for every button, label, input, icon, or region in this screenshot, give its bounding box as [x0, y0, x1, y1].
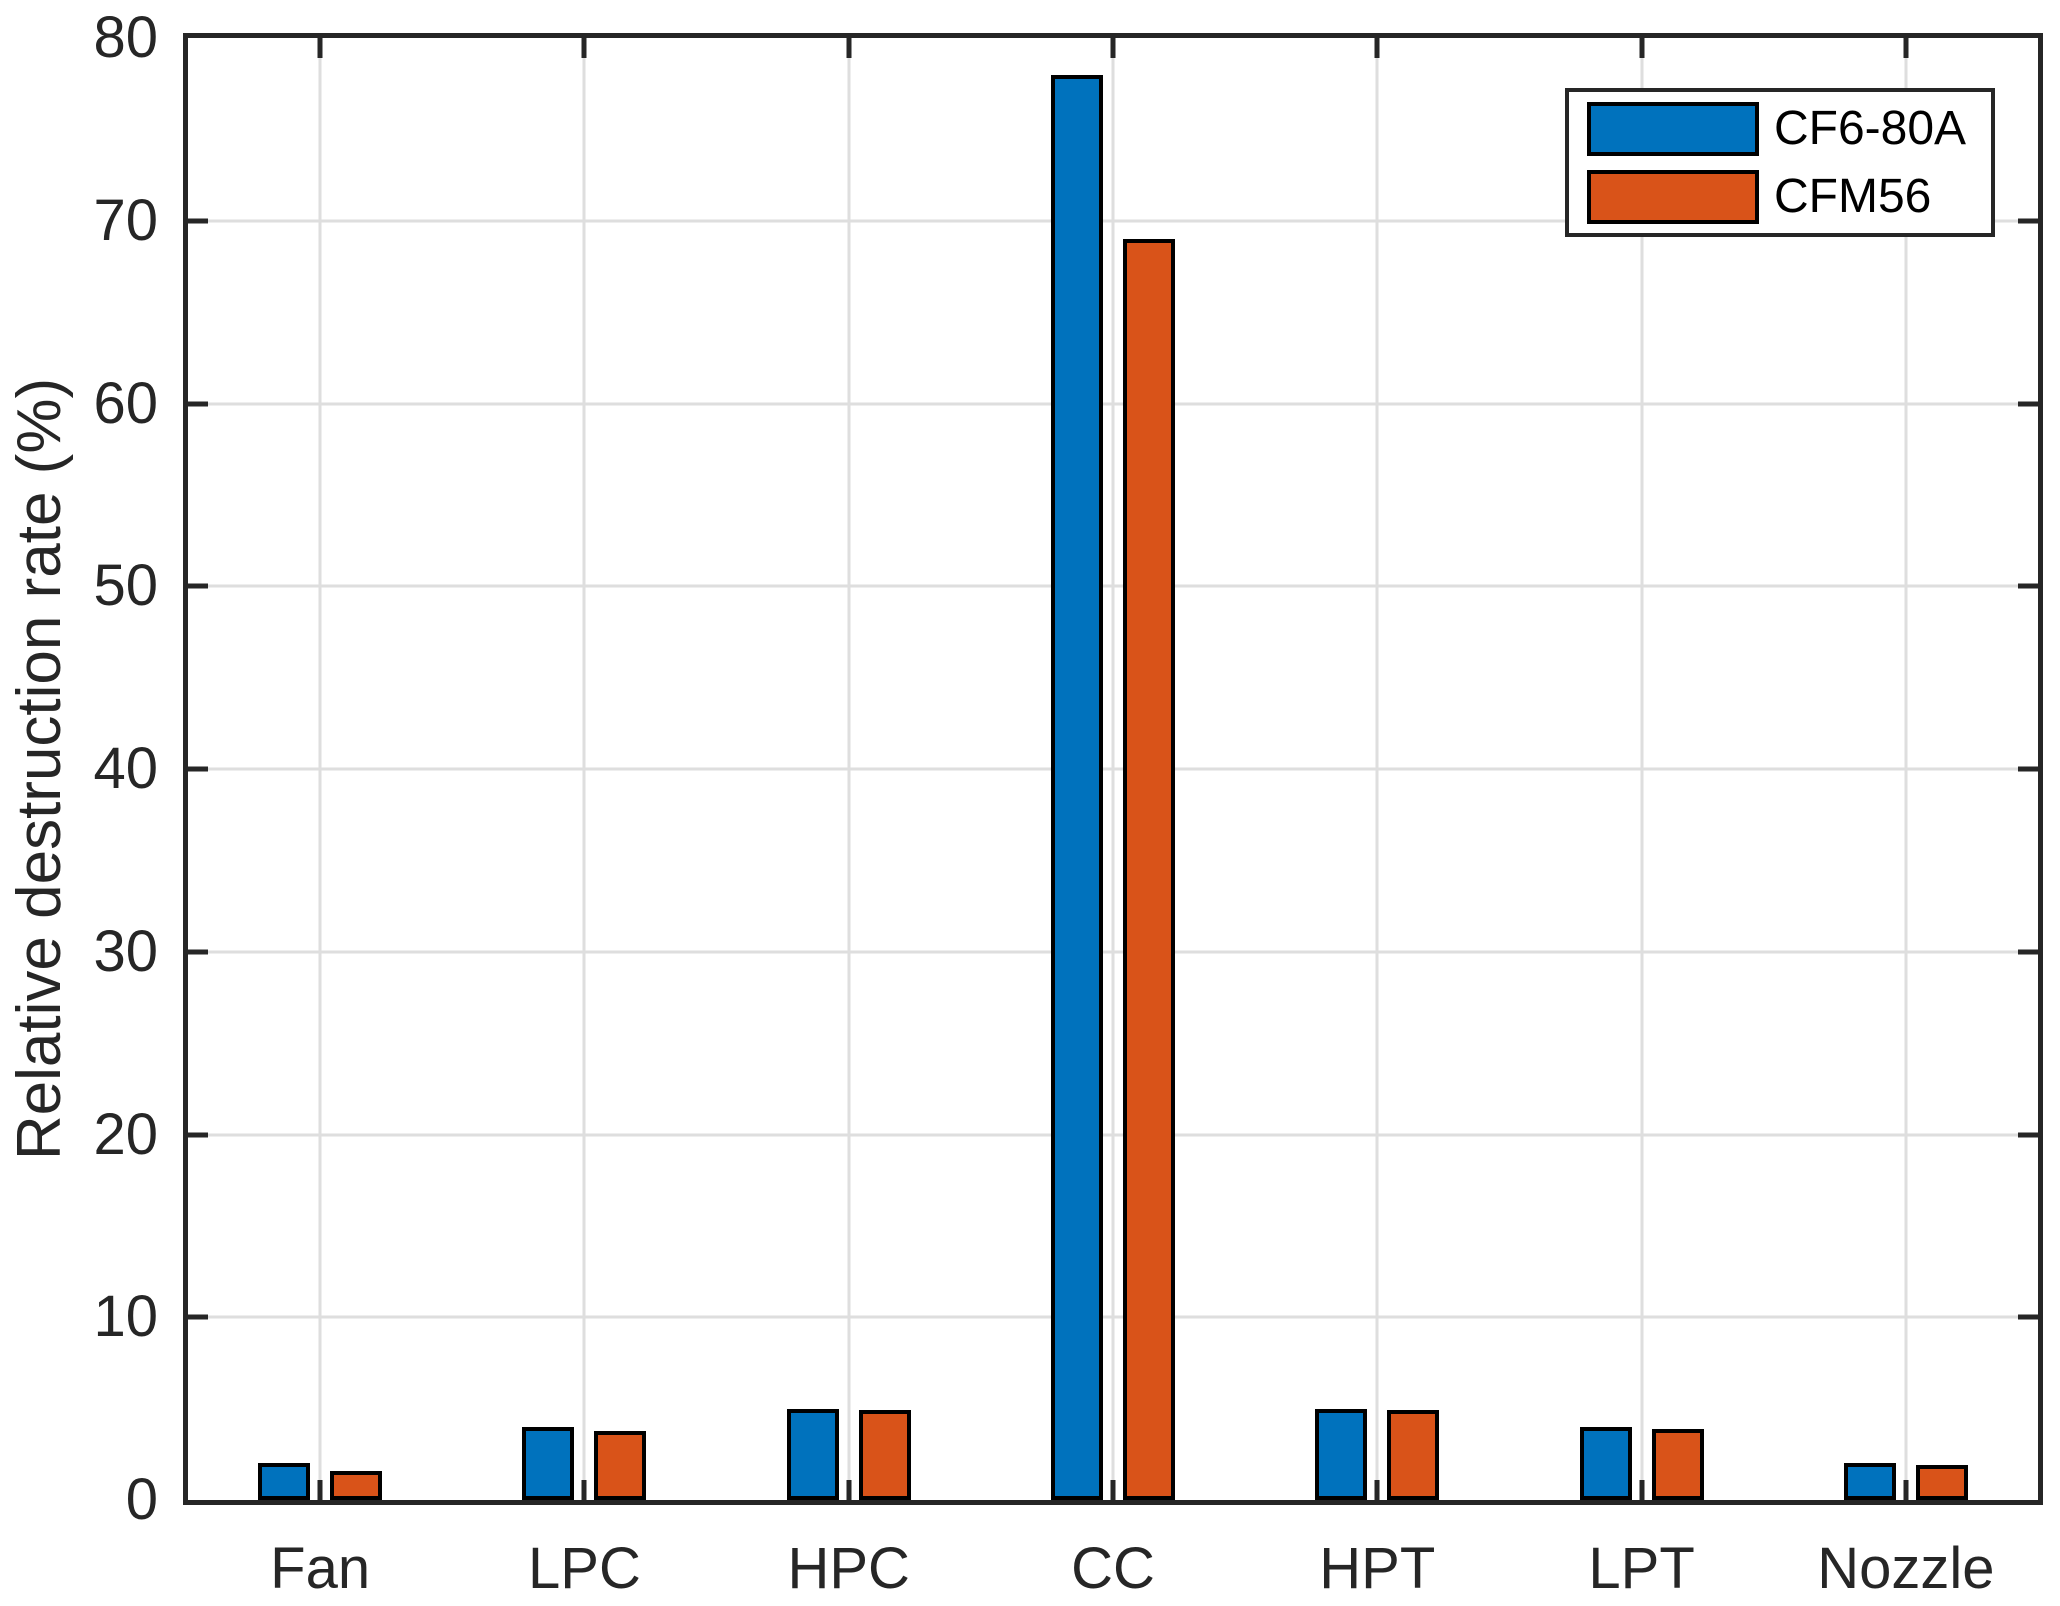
y-tick-left-40 [188, 766, 208, 772]
y-tick-right-40 [2018, 766, 2038, 772]
bar-cfm56-fan [330, 1470, 383, 1500]
y-tick-label-70: 70 [93, 187, 158, 253]
y-tick-label-80: 80 [93, 5, 158, 70]
y-tick-labels: 0 10 20 30 40 50 60 70 80 [0, 9, 158, 1529]
x-tick-bottom-lpc [581, 1480, 587, 1500]
y-tick-right-20 [2018, 1132, 2038, 1137]
x-tick-top-fan [317, 38, 323, 58]
x-tick-bottom-hpt [1374, 1480, 1380, 1500]
bar-cf6-80a-nozzle [1843, 1463, 1896, 1500]
legend: CF6-80A CFM56 [1565, 88, 1995, 237]
y-tick-label-0: 0 [125, 1467, 158, 1532]
bar-cfm56-hpt [1387, 1410, 1440, 1500]
legend-label-cfm56: CFM56 [1774, 169, 1932, 223]
x-tick-top-nozzle [1903, 38, 1909, 58]
x-tick-label-nozzle: Nozzle [1817, 1536, 1995, 1601]
x-tick-label-fan: Fan [270, 1536, 371, 1601]
bar-cfm56-nozzle [1915, 1465, 1968, 1500]
y-tick-left-50 [188, 583, 208, 589]
x-tick-label-cc: CC [1071, 1536, 1155, 1601]
bar-cfm56-hpc [858, 1410, 911, 1500]
vertical-gridline-cc [1111, 38, 1115, 1500]
x-tick-bottom-cc [1110, 1480, 1116, 1500]
y-tick-label-10: 10 [93, 1284, 158, 1350]
y-tick-right-30 [2018, 949, 2038, 955]
x-tick-top-lpc [581, 38, 587, 58]
bar-cf6-80a-lpc [522, 1426, 575, 1500]
legend-row: CF6-80A [1569, 101, 1991, 156]
x-tick-bottom-nozzle [1903, 1480, 1909, 1500]
legend-swatch-cfm56 [1587, 169, 1759, 224]
x-tick-label-lpt: LPT [1588, 1536, 1695, 1601]
vertical-gridline-hpc [847, 38, 851, 1500]
y-tick-label-40: 40 [93, 736, 158, 801]
x-tick-bottom-lpt [1639, 1480, 1645, 1500]
y-tick-right-60 [2018, 401, 2038, 406]
x-tick-labels: Fan LPC HPC CC HPT LPT Nozzle [188, 1540, 2038, 1606]
bar-cf6-80a-cc [1051, 74, 1103, 1500]
bar-cf6-80a-hpt [1315, 1408, 1368, 1500]
legend-row: CFM56 [1569, 169, 1991, 224]
y-tick-left-30 [188, 949, 208, 955]
bar-cfm56-cc [1123, 239, 1175, 1500]
y-tick-label-30: 30 [93, 918, 158, 984]
vertical-gridline-lpt [1640, 38, 1644, 1500]
bar-cfm56-lpt [1651, 1428, 1704, 1500]
x-tick-top-lpt [1639, 38, 1645, 58]
y-tick-label-50: 50 [93, 553, 158, 619]
vertical-gridline-lpc [582, 38, 586, 1500]
y-tick-right-70 [2018, 218, 2038, 224]
y-tick-label-20: 20 [93, 1101, 158, 1167]
bar-cf6-80a-hpc [786, 1408, 839, 1500]
y-tick-left-60 [188, 401, 208, 406]
x-tick-top-cc [1110, 38, 1116, 58]
bar-cfm56-lpc [594, 1430, 647, 1500]
vertical-gridline-hpt [1375, 38, 1379, 1500]
legend-swatch-cf6-80a [1587, 101, 1759, 156]
plot-area: CF6-80A CFM56 [183, 33, 2043, 1505]
y-tick-left-70 [188, 218, 208, 224]
y-tick-left-20 [188, 1132, 208, 1137]
vertical-gridline-fan [318, 38, 322, 1500]
x-tick-top-hpt [1374, 38, 1380, 58]
y-tick-left-10 [188, 1314, 208, 1320]
bar-cf6-80a-fan [258, 1463, 311, 1500]
legend-label-cf6-80a: CF6-80A [1774, 101, 1967, 155]
vertical-gridline-nozzle [1904, 38, 1908, 1500]
x-tick-label-hpt: HPT [1319, 1536, 1436, 1601]
y-tick-right-10 [2018, 1314, 2038, 1320]
x-tick-label-lpc: LPC [528, 1536, 641, 1601]
x-tick-label-hpc: HPC [787, 1536, 910, 1601]
x-tick-bottom-hpc [846, 1480, 852, 1500]
y-tick-label-60: 60 [93, 370, 158, 436]
bar-cf6-80a-lpt [1579, 1426, 1632, 1500]
y-tick-right-50 [2018, 583, 2038, 589]
x-tick-top-hpc [846, 38, 852, 58]
x-tick-bottom-fan [317, 1480, 323, 1500]
